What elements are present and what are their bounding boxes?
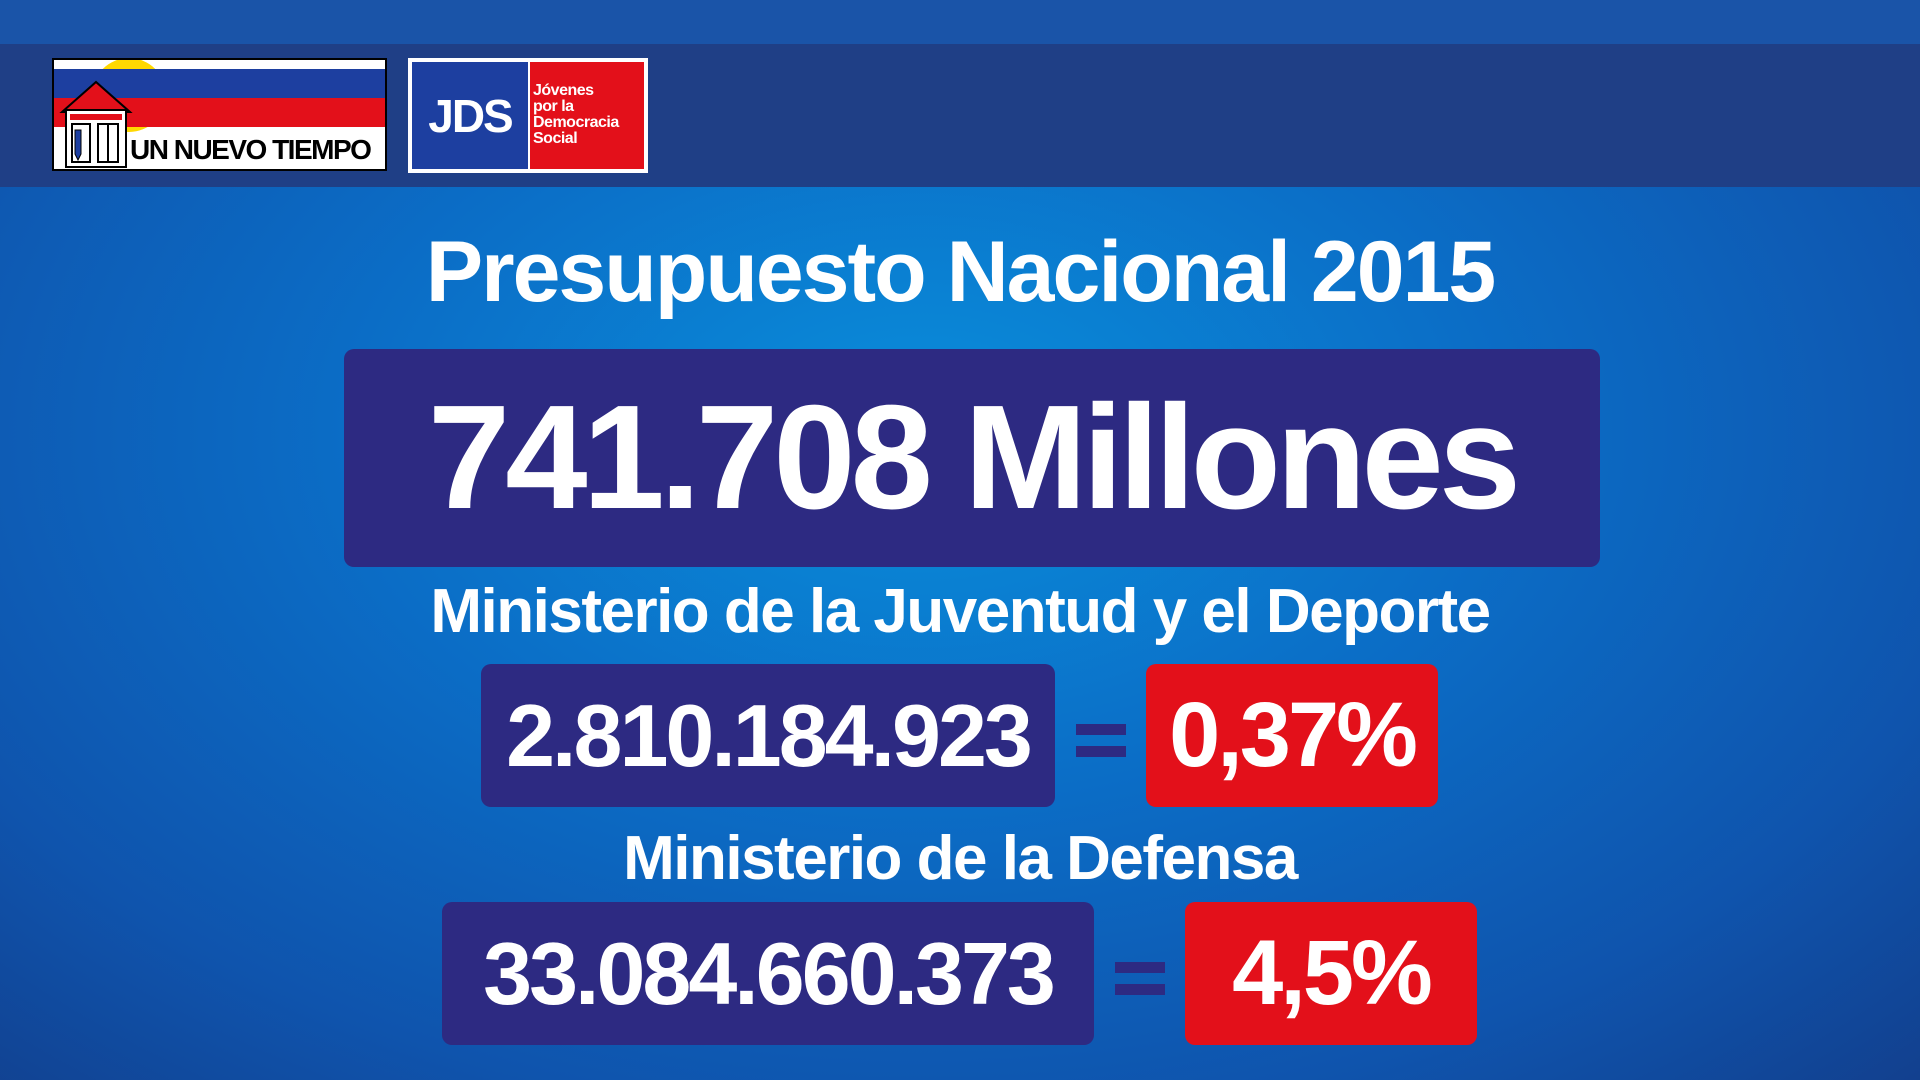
ministry-youth-label: Ministerio de la Juventud y el Deporte [430,577,1491,646]
ministry-youth-amount: 2.810.184.923 [481,664,1055,807]
jds-line: por la [533,98,574,115]
page-title: Presupuesto Nacional 2015 [425,224,1496,320]
top-strip [0,0,1920,44]
equals-sign [1068,722,1138,762]
un-nuevo-tiempo-logo: UN NUEVO TIEMPO [52,58,387,171]
equals-sign [1107,960,1177,1000]
logo-slogan: UN NUEVO TIEMPO [130,134,372,165]
ministry-defense-label: Ministerio de la Defensa [623,824,1298,893]
jds-logo: JDS Jóvenes por la Democracia Social [408,58,648,173]
ministry-defense-amount: 33.084.660.373 [442,902,1094,1045]
jds-letters: JDS [428,90,513,142]
jds-tagline: Jóvenes por la Democracia Social [533,83,619,147]
jds-line: Jóvenes [533,82,594,99]
jds-line: Social [533,130,578,147]
total-budget-value: 741.708 Millones [427,375,1521,540]
jds-red-panel: Jóvenes por la Democracia Social [530,62,644,169]
total-budget-box: 741.708 Millones [344,349,1600,567]
jds-blue-panel: JDS [412,62,528,169]
ministry-youth-percent: 0,37% [1146,664,1438,807]
jds-line: Democracia [533,114,619,131]
house-icon [59,80,133,168]
ministry-defense-percent: 4,5% [1185,902,1477,1045]
